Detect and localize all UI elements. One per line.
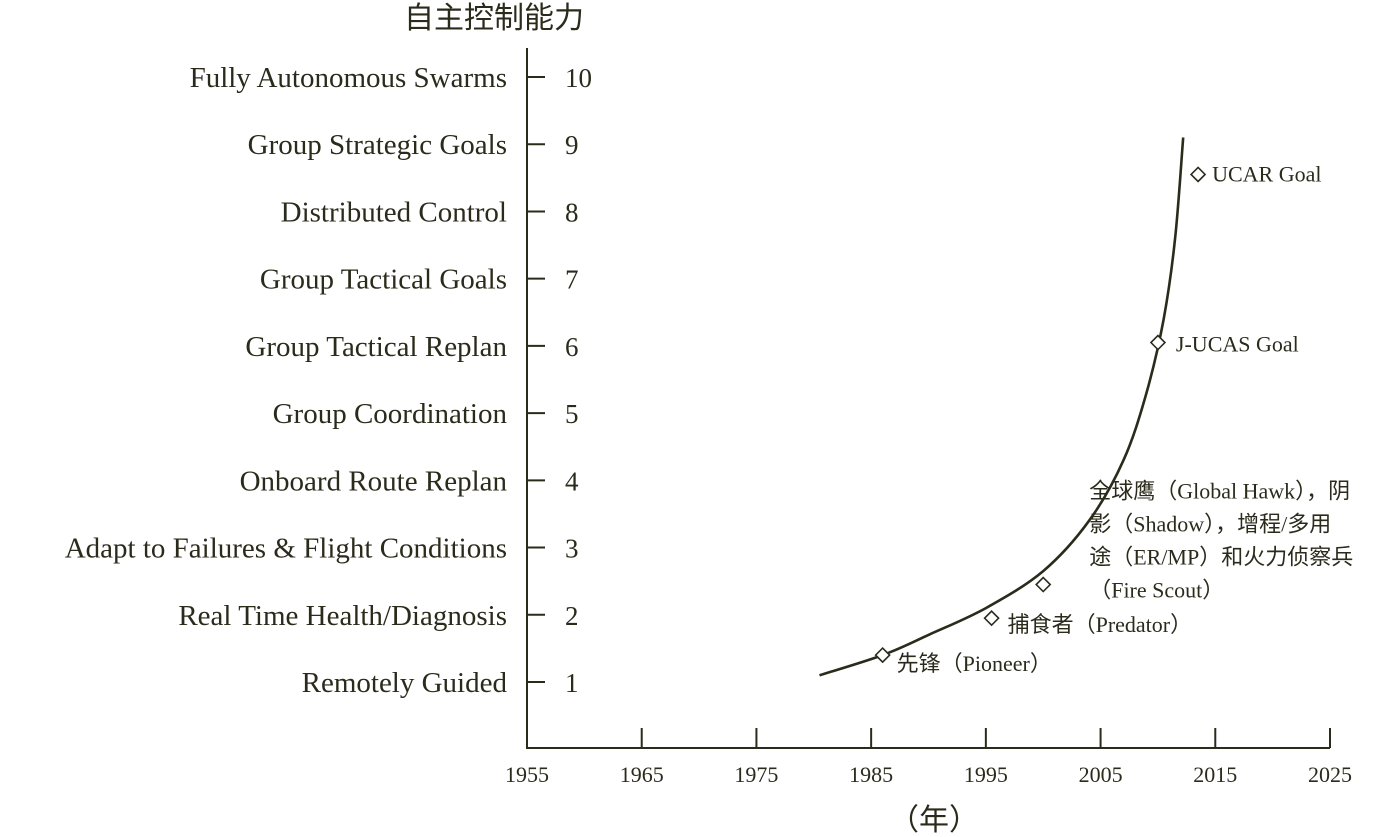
diamond-marker [1189, 166, 1207, 183]
x-axis-title: （年） [889, 804, 979, 837]
y-tick-value: 2 [565, 601, 579, 631]
y-tick-label: Group Tactical Replan [245, 331, 507, 363]
y-tick-value: 9 [565, 130, 579, 160]
y-tick-label: Adapt to Failures & Flight Conditions [65, 533, 507, 565]
y-tick-value: 6 [565, 332, 579, 362]
uav-points: 先锋（Pioneer） 捕食者（Predator） 全球鹰（Global Hawk）… [874, 161, 1353, 676]
y-tick-label: Remotely Guided [302, 667, 508, 699]
axes [526, 48, 1330, 749]
y-tick-label: Real Time Health/Diagnosis [178, 600, 507, 632]
y-tick-value: 4 [565, 466, 579, 496]
y-axis-title: 自主控制能力 [404, 2, 584, 35]
point-label: 途（ER/MP）和火力侦察兵 [1089, 545, 1353, 570]
point-label: UCAR Goal [1212, 161, 1321, 186]
y-tick-label: Group Tactical Goals [260, 264, 507, 296]
point-label: 影（Shadow），增程/多用 [1089, 512, 1331, 537]
diamond-marker [1149, 334, 1167, 351]
point-label: J-UCAS Goal [1176, 332, 1299, 357]
y-tick-value: 3 [565, 534, 579, 564]
point-label: 先锋（Pioneer） [897, 651, 1052, 676]
x-axis-ticks: 1955 1965 1975 1985 1995 2005 2015 2025 [505, 728, 1352, 787]
point-label: （Fire Scout） [1089, 578, 1224, 603]
y-tick-value: 7 [565, 265, 579, 295]
y-tick-label: Group Strategic Goals [248, 129, 507, 161]
diamond-marker [1035, 576, 1052, 593]
autonomy-trend-curve [819, 137, 1185, 677]
y-tick-value: 5 [565, 399, 579, 429]
x-tick-label: 1985 [849, 762, 893, 787]
diamond-marker [983, 610, 1000, 627]
y-axis-ticks: Remotely Guided 1 Real Time Health/Diagnos… [65, 62, 592, 699]
y-tick-label: Onboard Route Replan [240, 465, 508, 497]
y-tick-value: 10 [565, 63, 592, 93]
y-tick-label: Group Coordination [273, 398, 508, 430]
x-tick-label: 2015 [1193, 762, 1237, 787]
x-tick-label: 1965 [620, 762, 664, 787]
x-tick-label: 2025 [1308, 762, 1352, 787]
point-label: 全球鹰（Global Hawk），阴 [1089, 479, 1350, 504]
y-tick-value: 1 [565, 668, 579, 698]
y-tick-value: 8 [565, 197, 579, 227]
x-tick-label: 2005 [1079, 762, 1123, 787]
y-tick-label: Fully Autonomous Swarms [190, 62, 507, 94]
x-tick-label: 1975 [734, 762, 778, 787]
point-label: 捕食者（Predator） [1008, 612, 1193, 637]
diamond-marker [874, 646, 891, 664]
x-tick-label: 1995 [964, 762, 1008, 787]
y-tick-label: Distributed Control [281, 196, 507, 228]
x-tick-label: 1955 [505, 762, 549, 787]
